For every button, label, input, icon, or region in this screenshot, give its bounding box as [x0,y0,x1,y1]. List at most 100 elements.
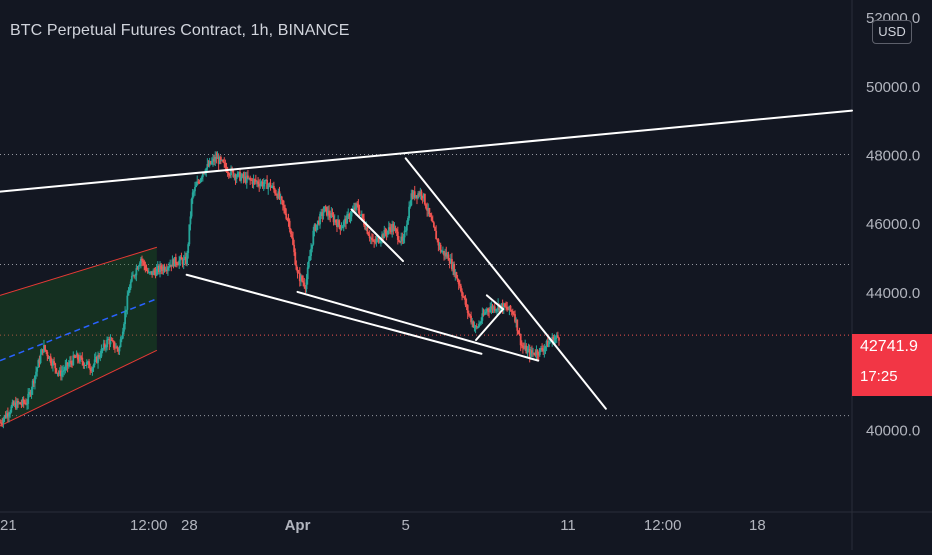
candle-body [190,198,193,217]
last-price-tag: 42741.9 17:25 [852,334,932,396]
candle-body [58,370,61,374]
candle-body [368,235,371,239]
candle-body [183,256,186,259]
candle-body [40,349,43,355]
candle-body [16,400,18,409]
candle-body [382,234,385,239]
chart-title: BTC Perpetual Futures Contract, 1h, BINA… [10,22,350,39]
candle-body [439,244,442,252]
candle-body [403,230,406,238]
candle-body [205,168,208,174]
candle-body [119,339,122,347]
candle-body [101,348,104,350]
candle-body [378,241,381,243]
candle-body [392,224,395,231]
price-axis-label: 40000.0 [866,422,920,439]
candle-body [241,174,244,177]
candle-body [552,336,555,344]
candle-body [81,357,84,363]
candle-body [355,203,358,210]
candle-body [125,309,128,313]
candle-body [444,252,447,256]
candle-body [139,258,142,264]
candle-body [181,259,184,265]
trendline-lower-wedge-line-2 [296,290,540,362]
candle-body [338,220,341,226]
candle-body [491,306,494,310]
candle-body [470,315,472,323]
candle-body [182,258,185,265]
candle-body [369,237,372,239]
candle-body [118,346,121,352]
candle-body [155,268,158,276]
candle-body [170,264,173,267]
candle-body [313,224,316,231]
candle-body [452,264,454,270]
candle-body [438,244,441,246]
candle-body [85,362,88,365]
candle-body [294,252,297,265]
candle-body [54,363,57,369]
candle-body [455,272,458,279]
time-axis-label: 12:00 [644,517,682,534]
candle-body [174,257,177,264]
candle-body [153,270,156,272]
candle-body [248,177,250,179]
candle-body [546,340,549,347]
candle-body [230,168,232,176]
candle-body [310,248,312,256]
candle-body [325,206,328,216]
candle-body [63,370,66,372]
candle-body [522,346,524,348]
candle-body [529,350,532,357]
candle-body [165,269,168,271]
candle-body [475,326,478,328]
candle-body [47,356,50,359]
candle-body [141,258,143,261]
candle-body [283,205,285,208]
candle-body [435,230,438,240]
candle-body [43,345,45,353]
candle-body [352,207,355,211]
candle-body [196,181,199,186]
candle-body [376,237,379,240]
candle-body [497,304,500,309]
candle-body [466,305,469,313]
candle-body [266,180,268,189]
candle-body [304,286,307,290]
candle-body [311,244,314,249]
candle-body [162,266,165,271]
candle-body [421,195,424,199]
candle-body [342,221,345,227]
candle-body [426,208,429,211]
candle-body [270,187,273,189]
candle-body [533,352,536,355]
candle-body [129,281,132,289]
candle-body [390,228,392,233]
candle-body [158,266,160,273]
candle-body [345,218,347,224]
candle-body [256,181,258,183]
candle-body [27,393,30,404]
candle-body [46,351,49,357]
candle-body [98,355,101,358]
candle-body [209,161,212,164]
candle-body [298,272,301,282]
candle-body [519,333,522,346]
drawings-layer [0,109,853,410]
candle-body [176,263,178,265]
currency-button[interactable]: USD [872,20,912,44]
candle-body [272,185,275,190]
candle-body [407,217,409,225]
candle-body [254,179,257,182]
candle-body [200,177,203,180]
candle-body [192,191,195,193]
candle-body [96,357,98,363]
candle-body [425,204,427,209]
candle-body [57,372,60,374]
candle-body [187,244,190,253]
candle-body [244,176,247,183]
candle-body [395,229,398,232]
